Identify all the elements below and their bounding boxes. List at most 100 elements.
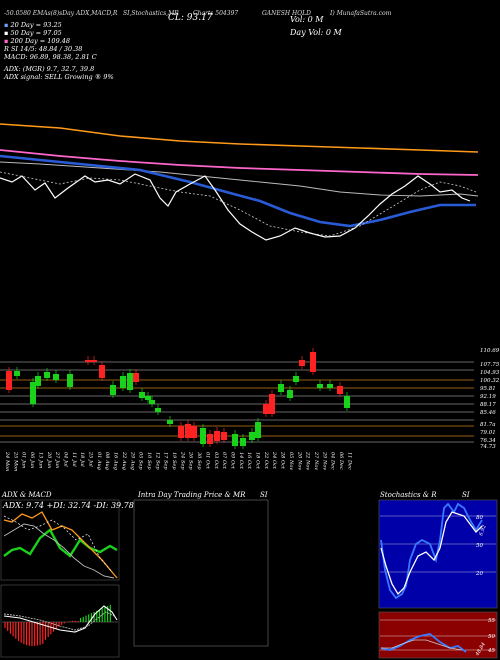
candle bbox=[67, 374, 73, 387]
stoch-k-line bbox=[380, 502, 483, 600]
header-chart-id: Charts 504397 bbox=[193, 10, 239, 17]
candle bbox=[133, 373, 139, 382]
candle bbox=[249, 432, 255, 440]
date-axis-label: 22 Aug bbox=[121, 451, 127, 470]
ma-200-label: ▪ 200 Day = 109.48 bbox=[4, 37, 71, 45]
date-axis-label: 07 Oct bbox=[221, 452, 227, 470]
candle bbox=[214, 431, 220, 441]
ma-200-marker: ▪ bbox=[4, 37, 11, 45]
rsi-signal-line bbox=[381, 639, 463, 651]
candle bbox=[178, 426, 184, 438]
date-axis-label: 27 Jun bbox=[54, 451, 60, 468]
candle bbox=[317, 384, 323, 388]
price-axis-label: 81.7a bbox=[480, 422, 496, 428]
intraday-panel-title: Intra Day Trading Price & MR bbox=[138, 491, 246, 499]
intraday-panel bbox=[133, 499, 269, 647]
candle bbox=[167, 420, 173, 424]
candle bbox=[287, 390, 293, 398]
date-axis-label: 18 Jul bbox=[79, 452, 85, 467]
candle bbox=[139, 392, 145, 398]
ema-orange-line bbox=[0, 123, 479, 153]
candle bbox=[310, 352, 316, 372]
candle bbox=[145, 396, 151, 400]
date-axis-label: 01 Oct bbox=[204, 452, 210, 470]
candle bbox=[6, 371, 12, 390]
macd-signal-line bbox=[3, 611, 115, 631]
adx-line bbox=[3, 523, 115, 579]
date-axis-label: 09 Oct bbox=[229, 452, 235, 470]
price-axis-label: 104.93 bbox=[480, 370, 500, 376]
price-axis-label: 74.73 bbox=[480, 444, 496, 450]
candle bbox=[263, 404, 269, 414]
date-axis-label: 24 Sep bbox=[179, 451, 185, 470]
stoch-level-label: 50 bbox=[476, 543, 483, 549]
stoch-d-line bbox=[380, 511, 483, 596]
price-axis-label: 110.69 bbox=[480, 348, 500, 354]
macd-panel bbox=[0, 584, 120, 658]
date-axis-label: 11 Dec bbox=[346, 452, 352, 470]
price-axis-label: 95.81 bbox=[480, 386, 496, 392]
date-axis-label: 24 Oct bbox=[271, 451, 277, 470]
date-axis-label: 11 Jul bbox=[71, 452, 77, 467]
date-axis-label: 01 Jun bbox=[21, 452, 27, 468]
header-company: GANESH HOLD bbox=[262, 10, 311, 17]
candle bbox=[269, 394, 275, 414]
date-axis-label: 25 Jul bbox=[88, 451, 94, 467]
adx-panel-title: ADX & MACD bbox=[2, 491, 52, 499]
date-axis-label: 29 Aug bbox=[129, 451, 135, 470]
price-axis-label: 88.17 bbox=[480, 402, 496, 408]
candle bbox=[200, 428, 206, 444]
candle bbox=[99, 365, 105, 378]
candle bbox=[53, 374, 59, 380]
ema-dotted-line bbox=[0, 171, 477, 237]
volume: Vol: 0 M bbox=[290, 15, 324, 24]
date-axis-label: 20 Jun bbox=[46, 451, 52, 468]
price-axis-label: 76.34 bbox=[480, 438, 496, 444]
candle bbox=[337, 386, 343, 394]
date-axis-label: 10 Sep bbox=[146, 452, 152, 470]
date-axis-label: 05 Sep bbox=[138, 452, 144, 470]
adx-panel-values: ADX: 9.74 +DI: 32.74 -DI: 39.78 bbox=[3, 501, 134, 510]
candle bbox=[44, 372, 50, 378]
candle bbox=[232, 434, 238, 446]
candle bbox=[327, 384, 333, 388]
candle bbox=[240, 438, 246, 446]
ma-50-label: ▪ 50 Day = 97.05 bbox=[4, 29, 62, 37]
ma-20-label: ▪ 20 Day = 93.25 bbox=[4, 21, 62, 29]
stoch-level-label: 20 bbox=[475, 571, 483, 577]
candle bbox=[255, 422, 261, 438]
date-axis-label: 18 Oct bbox=[255, 452, 261, 470]
price-axis-label: 107.75 bbox=[480, 362, 500, 368]
candle bbox=[110, 385, 116, 395]
candle bbox=[127, 373, 133, 390]
candle bbox=[35, 376, 41, 386]
rsi-level-label: 45 bbox=[487, 648, 495, 654]
date-axis-label: 22 Oct bbox=[263, 451, 269, 470]
date-axis-label: 01 Aug bbox=[96, 452, 102, 470]
adx-stat: ADX: (MGR) 9.7, 32.7, 39.8 bbox=[4, 65, 95, 73]
candle bbox=[278, 384, 284, 392]
candle bbox=[14, 371, 20, 376]
date-axis-label: 16 Aug bbox=[113, 452, 119, 470]
intraday-panel-si: SI bbox=[260, 491, 268, 499]
stoch-value-label: 6.92 bbox=[478, 524, 487, 537]
date-axis-label: 13 Jun bbox=[37, 452, 43, 468]
date-axis-label: 29 Nov bbox=[321, 451, 327, 470]
header-indicators-text: -50.0580 EMAs(8)sDay ADX,MACD,R bbox=[4, 10, 118, 17]
adx-aux-line bbox=[3, 515, 113, 573]
rsi-stat: R SI 14/5: 48.84 / 30.38 bbox=[4, 45, 83, 53]
price-axis-label: 85.46 bbox=[480, 410, 496, 416]
macd-stat: MACD: 96.89, 98.38, 2.81 C bbox=[4, 53, 97, 61]
rsi-level-label: 55 bbox=[488, 618, 495, 624]
date-axis-label: 14 Oct bbox=[238, 452, 244, 470]
date-axis-label: 06 Dec bbox=[338, 452, 344, 470]
date-axis-label: 24 Mon bbox=[4, 451, 10, 471]
candle bbox=[221, 432, 227, 440]
date-axis-label: 28 Oct bbox=[280, 451, 286, 470]
candle bbox=[293, 376, 299, 382]
date-axis-label: 17 Sep bbox=[163, 452, 169, 470]
date-axis-label: 27 Nov bbox=[313, 451, 319, 470]
header-indicators-text-2: SI,Stochastics,MR bbox=[123, 10, 179, 17]
day-volume: Day Vol: 0 M bbox=[290, 28, 342, 37]
ma-200-line bbox=[0, 149, 479, 176]
